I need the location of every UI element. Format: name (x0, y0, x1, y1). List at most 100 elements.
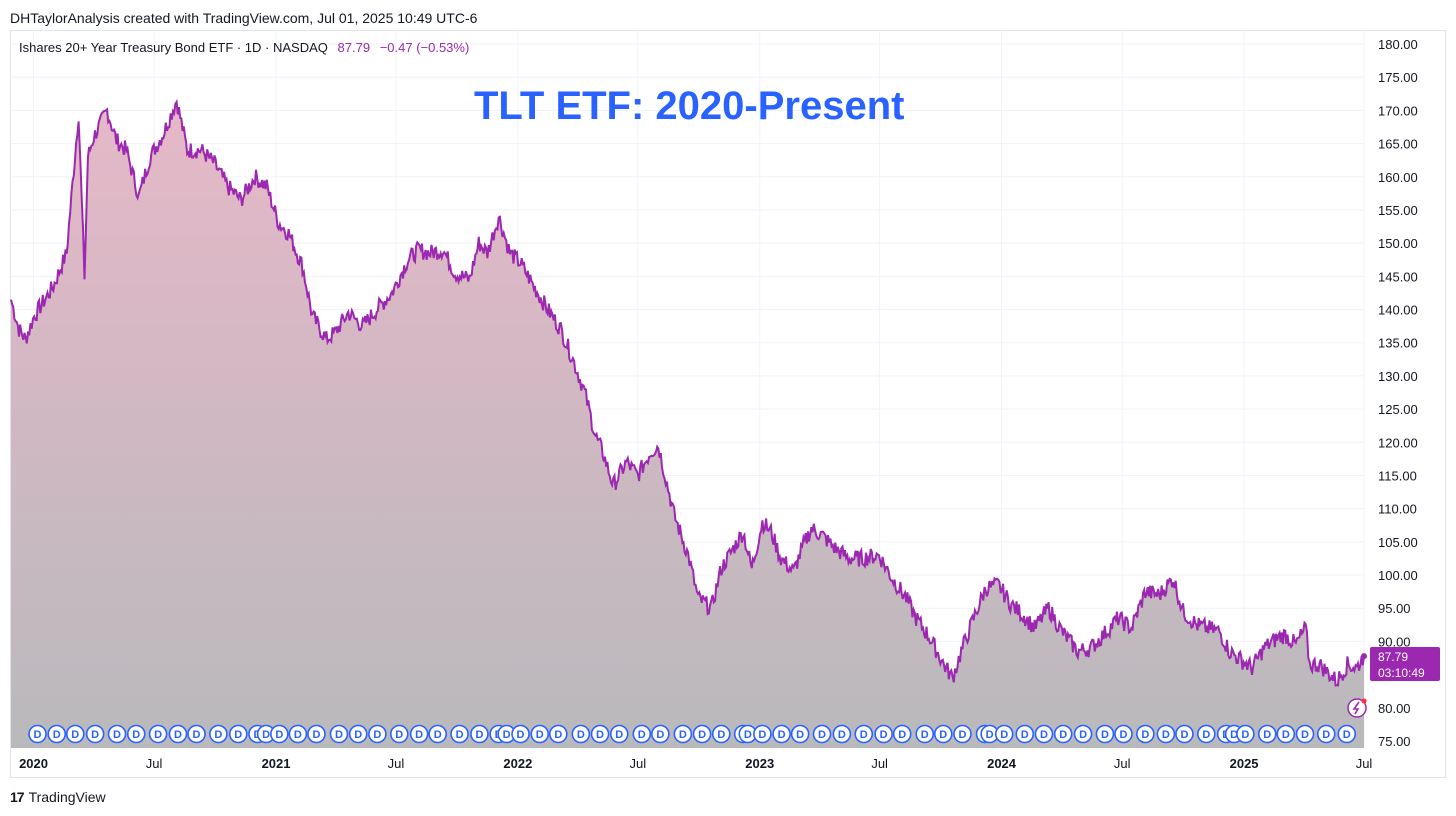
dividend-marker[interactable]: D (790, 724, 810, 744)
dividend-marker-label: D (434, 729, 442, 741)
dividend-marker[interactable]: D (470, 724, 489, 744)
dividend-marker[interactable]: D (329, 724, 349, 744)
dividend-marker[interactable]: D (590, 724, 610, 744)
dividend-marker[interactable]: D (288, 724, 308, 744)
dividend-marker[interactable]: D (307, 724, 326, 744)
dividend-marker-label: D (262, 729, 270, 741)
dividend-marker-label: D (132, 729, 140, 741)
dividend-marker[interactable]: D (1337, 724, 1357, 744)
y-tick-label: 150.00 (1378, 236, 1418, 251)
dividend-marker[interactable]: D (47, 724, 67, 744)
dividend-marker[interactable]: D (1095, 724, 1115, 744)
dividend-marker[interactable]: D (1175, 724, 1194, 744)
dividend-marker[interactable]: D (1236, 724, 1255, 744)
footer-branding[interactable]: 17 TradingView (10, 789, 106, 805)
dividend-marker[interactable]: D (368, 724, 387, 744)
dividend-marker[interactable]: D (632, 724, 652, 744)
x-tick-label: 2021 (262, 756, 291, 771)
dividend-marker[interactable]: D (711, 724, 731, 744)
dividend-marker-label: D (234, 729, 242, 741)
dividend-marker[interactable]: D (168, 724, 188, 744)
dividend-marker[interactable]: D (28, 724, 47, 744)
footer-brand-name: TradingView (28, 789, 106, 805)
dividend-marker[interactable]: D (673, 724, 693, 744)
dividend-marker-label: D (1230, 729, 1238, 741)
x-tick-label: 2022 (503, 756, 532, 771)
dividend-marker[interactable]: D (1276, 724, 1296, 744)
dividend-marker[interactable]: D (915, 724, 935, 744)
alert-icon[interactable] (1347, 698, 1367, 718)
dividend-marker[interactable]: D (832, 724, 852, 744)
tradingview-logo-icon: 17 (10, 789, 25, 805)
dividend-marker[interactable]: D (1034, 724, 1054, 744)
dividend-marker[interactable]: D (892, 724, 912, 744)
dividend-marker-label: D (312, 729, 320, 741)
dividend-marker[interactable]: D (409, 724, 429, 744)
dividend-marker[interactable]: D (1114, 724, 1133, 744)
dividend-marker[interactable]: D (609, 724, 629, 744)
dividend-marker[interactable]: D (933, 724, 953, 744)
dividend-marker[interactable]: D (85, 724, 105, 744)
y-tick-label: 75.00 (1378, 734, 1411, 749)
dividend-marker[interactable]: D (1073, 724, 1093, 744)
dividend-marker[interactable]: D (812, 724, 832, 744)
dividend-marker-label: D (71, 729, 79, 741)
x-tick-label: Jul (388, 756, 405, 771)
time-axis[interactable]: 2020 Jul 2021 Jul 2022 Jul 2023 Jul 2024 Jul 2025 J… (19, 756, 1372, 771)
dividend-marker[interactable]: D (1015, 724, 1035, 744)
y-tick-label: 170.00 (1378, 103, 1418, 118)
chart-attribution: DHTaylorAnalysis created with TradingVie… (10, 10, 478, 26)
dividend-marker[interactable]: D (1053, 724, 1073, 744)
dividend-marker[interactable]: D (107, 724, 127, 744)
dividend-marker[interactable]: D (428, 724, 448, 744)
dividend-marker-label: D (456, 729, 464, 741)
dividend-marker[interactable]: D (980, 724, 999, 744)
dividend-marker-label: D (577, 729, 585, 741)
dividend-marker[interactable]: D (692, 724, 712, 744)
price-axis[interactable]: 75.0080.0085.0090.0095.00100.00105.00110… (1378, 37, 1418, 749)
dividend-marker[interactable]: D (209, 724, 228, 744)
dividend-marker[interactable]: D (126, 724, 146, 744)
dividend-marker[interactable]: D (389, 724, 409, 744)
dividend-marker[interactable]: D (187, 724, 206, 744)
y-tick-label: 105.00 (1378, 535, 1418, 550)
dividend-marker[interactable]: D (953, 724, 972, 744)
dividend-marker[interactable]: D (571, 724, 591, 744)
dividend-marker[interactable]: D (1295, 724, 1315, 744)
x-tick-label: 2024 (987, 756, 1017, 771)
dividend-marker[interactable]: D (450, 724, 469, 744)
dividend-marker[interactable]: D (1257, 724, 1277, 744)
dividend-marker[interactable]: D (651, 724, 670, 744)
dividend-marker-label: D (679, 729, 687, 741)
y-tick-label: 110.00 (1378, 502, 1417, 517)
dividend-marker[interactable]: D (530, 724, 550, 744)
dividend-marker-label: D (796, 729, 804, 741)
dividend-marker[interactable]: D (1156, 724, 1176, 744)
dividend-marker[interactable]: D (348, 724, 368, 744)
dividend-marker[interactable]: D (148, 724, 168, 744)
dividend-marker[interactable]: D (65, 724, 85, 744)
dividend-marker-label: D (214, 729, 222, 741)
dividend-marker[interactable]: D (753, 724, 772, 744)
dividend-marker[interactable]: D (994, 724, 1014, 744)
dividend-marker-label: D (1301, 729, 1309, 741)
dividend-marker[interactable]: D (548, 724, 568, 744)
y-tick-label: 90.00 (1378, 634, 1411, 649)
dividend-marker-label: D (1120, 729, 1128, 741)
dividend-marker[interactable]: D (1197, 724, 1216, 744)
dividend-marker[interactable]: D (854, 724, 874, 744)
dividend-marker-label: D (53, 729, 61, 741)
dividend-marker[interactable]: D (270, 724, 289, 744)
dividend-marker[interactable]: D (228, 724, 248, 744)
dividend-marker[interactable]: D (1136, 724, 1155, 744)
dividend-marker[interactable]: D (874, 724, 893, 744)
dividend-marker-label: D (91, 729, 99, 741)
x-tick-label: Jul (1114, 756, 1131, 771)
x-tick-label: Jul (146, 756, 163, 771)
dividend-marker[interactable]: D (772, 724, 791, 744)
dividend-marker[interactable]: D (511, 724, 530, 744)
y-tick-label: 140.00 (1378, 303, 1418, 318)
dividend-marker[interactable]: D (1316, 724, 1336, 744)
symbol-legend[interactable]: Ishares 20+ Year Treasury Bond ETF · 1D … (19, 40, 469, 55)
